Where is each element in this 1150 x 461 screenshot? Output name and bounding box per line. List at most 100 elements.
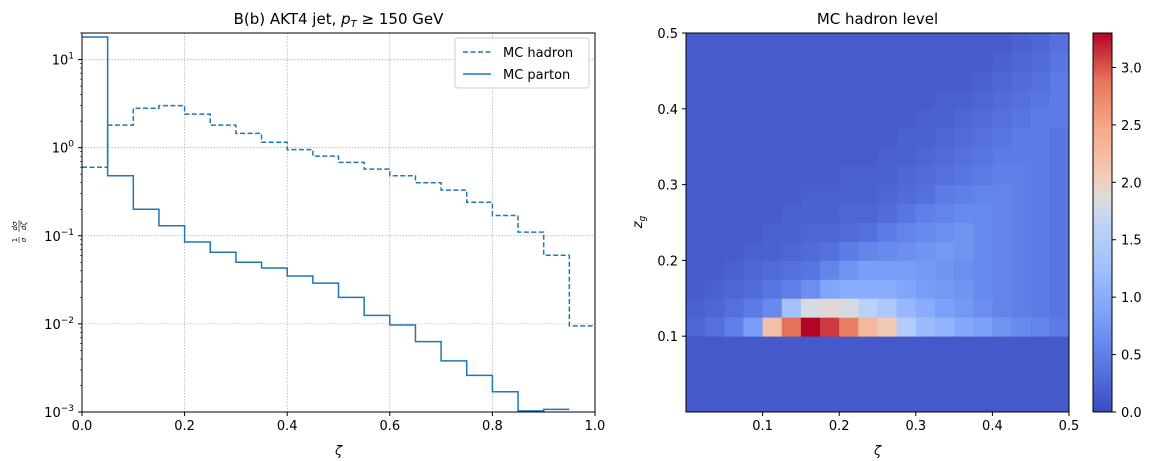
heatmap-cell: [1011, 33, 1032, 53]
heatmap-cell: [1030, 260, 1051, 280]
heatmap-cell: [1030, 203, 1051, 223]
heatmap-cell: [820, 51, 840, 72]
heatmap-cell: [800, 203, 821, 223]
left-x-tick-label: 0.4: [277, 419, 298, 434]
heatmap-cell: [1030, 108, 1051, 129]
heatmap-cell: [1049, 184, 1070, 204]
right-y-tick-label: 0.2: [657, 254, 678, 269]
heatmap-cell: [743, 184, 763, 204]
heatmap-cell: [915, 260, 936, 280]
heatmap-cell: [743, 51, 763, 72]
heatmap-cell: [858, 127, 878, 148]
heatmap-cell: [820, 203, 840, 223]
heatmap-cell: [858, 184, 878, 204]
colorbar: [1092, 32, 1113, 413]
heatmap-cell: [1011, 336, 1032, 413]
heatmap-cell: [1030, 89, 1051, 110]
heatmap-cell: [915, 108, 936, 129]
heatmap-cell: [934, 260, 955, 280]
heatmap-cell: [743, 279, 763, 299]
heatmap-cell: [724, 108, 744, 129]
heatmap-cell: [839, 89, 859, 110]
legend-label-mc-parton: MC parton: [503, 68, 570, 83]
svg-text:dσ: dσ: [11, 221, 19, 230]
heatmap-cell: [820, 89, 840, 110]
heatmap-cell: [743, 203, 763, 223]
heatmap-cell: [762, 165, 783, 185]
heatmap-cell: [743, 260, 763, 280]
heatmap-cell: [781, 184, 802, 204]
heatmap-cell: [1049, 298, 1070, 318]
heatmap-cell: [820, 108, 840, 129]
heatmap-cell: [973, 279, 993, 299]
heatmap-cell: [762, 33, 783, 53]
left-x-tick-label: 0.2: [174, 419, 195, 434]
heatmap-cell: [954, 184, 974, 204]
heatmap-cell: [705, 146, 725, 167]
heatmap-cell: [724, 51, 744, 72]
heatmap-cell: [686, 146, 706, 167]
heatmap-cell: [915, 241, 936, 261]
heatmap-cell: [820, 70, 840, 91]
left-y-tick-label: 10−1: [44, 228, 74, 245]
heatmap-cell: [743, 336, 763, 413]
heatmap-cell: [915, 146, 936, 167]
heatmap-cell: [1049, 317, 1070, 337]
heatmap-cell: [1049, 108, 1070, 129]
heatmap-cell: [686, 89, 706, 110]
heatmap-cell: [1049, 127, 1070, 148]
right-x-tick-label: 0.1: [752, 419, 773, 434]
heatmap-cell: [1049, 146, 1070, 167]
heatmap-cell: [1030, 33, 1051, 53]
heatmap-cell: [839, 184, 859, 204]
heatmap-cell: [820, 165, 840, 185]
heatmap-cell: [896, 241, 917, 261]
heatmap-cell: [1030, 70, 1051, 91]
heatmap-cell: [915, 184, 936, 204]
heatmap-cell: [686, 317, 706, 337]
series-line-mc-parton: [82, 36, 570, 412]
heatmap-cell: [1011, 298, 1032, 318]
heatmap-cell: [705, 222, 725, 242]
right-x-tick-label: 0.5: [1059, 419, 1080, 434]
heatmap-cell: [1011, 127, 1032, 148]
heatmap-cell: [743, 298, 763, 318]
heatmap-cell: [934, 241, 955, 261]
heatmap-cell: [973, 317, 993, 337]
heatmap-cell: [800, 336, 821, 413]
colorbar-tick-label: 2.5: [1121, 119, 1142, 134]
heatmap-cell: [954, 241, 974, 261]
heatmap-cell: [896, 89, 917, 110]
right-y-tick-label: 0.1: [657, 330, 678, 345]
heatmap-cell: [724, 203, 744, 223]
right-chart: 0.1 0.2 0.3 0.4 0.5 0.1 0.2 0.3 0.4 0.5 MC hadro…: [631, 10, 1142, 459]
heatmap-cell: [973, 222, 993, 242]
heatmap-cell: [877, 203, 898, 223]
heatmap-cell: [762, 184, 783, 204]
heatmap-cell: [877, 298, 898, 318]
heatmap-cell: [1011, 203, 1032, 223]
heatmap-cell: [839, 241, 859, 261]
heatmap-cell: [954, 33, 974, 53]
heatmap-cell: [877, 108, 898, 129]
heatmap-cell: [992, 33, 1012, 53]
heatmap-cell: [820, 260, 840, 280]
heatmap-cell: [858, 108, 878, 129]
heatmap-cell: [858, 260, 878, 280]
heatmap-cell: [992, 184, 1012, 204]
heatmap-cell: [992, 51, 1012, 72]
heatmap-cell: [686, 336, 706, 413]
heatmap-cell: [743, 127, 763, 148]
heatmap-cell: [762, 298, 783, 318]
heatmap-cell: [896, 70, 917, 91]
heatmap-cell: [781, 127, 802, 148]
heatmap-cell: [800, 127, 821, 148]
heatmap-cell: [858, 298, 878, 318]
heatmap-cell: [762, 108, 783, 129]
heatmap-cell: [724, 146, 744, 167]
heatmap-cell: [934, 33, 955, 53]
heatmap-cell: [762, 317, 783, 337]
heatmap-cell: [954, 89, 974, 110]
heatmap-cell: [762, 70, 783, 91]
heatmap-cell: [934, 70, 955, 91]
